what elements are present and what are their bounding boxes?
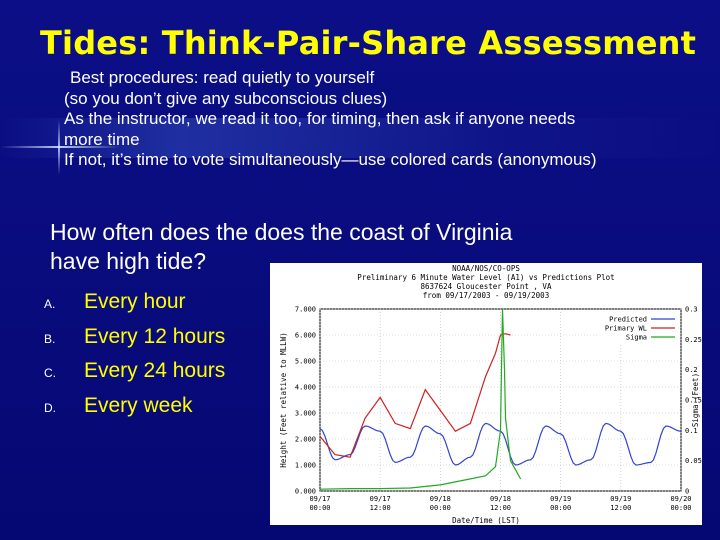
option-d[interactable]: D. Every week — [44, 394, 274, 429]
question-line: How often does the does the coast of Vir… — [50, 219, 513, 245]
x-tick-label: 00:00 — [670, 504, 691, 512]
option-a[interactable]: A. Every hour — [44, 290, 274, 325]
tide-chart: NOAA/NOS/CO-OPS Preliminary 6 Minute Wat… — [270, 263, 702, 525]
chart-title-line: Preliminary 6 Minute Water Level (A1) vs… — [357, 273, 614, 282]
y-tick-label: 6.000 — [295, 332, 316, 340]
decorative-light-band — [0, 118, 720, 158]
series-lines — [319, 308, 682, 490]
answer-options: A. Every hour B. Every 12 hours C. Every… — [44, 290, 274, 428]
x-tick-label: 12:00 — [610, 504, 631, 512]
chart-title-line: NOAA/NOS/CO-OPS — [452, 264, 520, 273]
note-line: more time — [64, 129, 140, 149]
legend-label: Predicted — [609, 316, 647, 324]
option-text: Every hour — [84, 290, 186, 313]
option-text: Every 24 hours — [84, 359, 226, 382]
y2-tick-label: 0.25 — [685, 336, 702, 344]
note-line: Best procedures: read quietly to yoursel… — [70, 68, 375, 87]
x-tick-label: 00:00 — [430, 504, 451, 512]
y-tick-label: 1.000 — [295, 462, 316, 470]
y-tick-label: 3.000 — [295, 410, 316, 418]
chart-title-line: 8637624 Gloucester Point , VA — [421, 282, 552, 291]
x-tick-label: 09/19 — [550, 495, 571, 503]
y2-tick-label: 0.05 — [685, 457, 702, 465]
x-tick-label: 00:00 — [550, 504, 571, 512]
y-tick-label: 7.000 — [295, 306, 316, 314]
x-axis-label: Date/Time (LST) — [452, 516, 520, 525]
legend-box — [599, 311, 679, 343]
x-tick-label: 09/20 — [670, 495, 691, 503]
x-tick-label: 09/18 — [430, 495, 451, 503]
question-line: have high tide? — [50, 248, 207, 274]
y-axis-ticks: 0.000 1.000 2.000 3.000 4.000 5.000 6.000 7.000 — [295, 306, 316, 496]
decorative-light-vline — [58, 120, 60, 175]
y-tick-label: 4.000 — [295, 384, 316, 392]
y-tick-label: 0.000 — [295, 488, 316, 496]
legend-label: Sigma — [626, 334, 647, 342]
legend-label: Primary WL — [605, 325, 647, 333]
y2-tick-label: 0.1 — [685, 427, 698, 435]
note-line: As the instructor, we read it too, for t… — [64, 109, 576, 128]
x-tick-label: 09/17 — [309, 495, 330, 503]
y2-tick-label: 0 — [685, 488, 689, 496]
y-tick-label: 5.000 — [295, 358, 316, 366]
option-text: Every 12 hours — [84, 324, 226, 348]
x-axis-ticks: 09/1700:0009/1712:0009/1800:0009/1812:00… — [309, 495, 691, 512]
y2-axis-ticks: 0 0.05 0.1 0.15 0.2 0.25 0.3 — [685, 306, 702, 496]
x-tick-label: 12:00 — [370, 504, 391, 512]
series-line — [319, 333, 511, 458]
question-text: How often does the does the coast of Vir… — [50, 218, 650, 276]
instructor-notes: Best procedures: read quietly to yoursel… — [64, 68, 710, 171]
y-axis-label: Height (Feet relative to MLLW) — [279, 332, 288, 467]
option-c[interactable]: C. Every 24 hours — [44, 359, 274, 394]
option-b[interactable]: B. Every 12 hours — [44, 325, 274, 360]
option-letter: A. — [44, 297, 56, 311]
x-tick-label: 09/18 — [490, 495, 511, 503]
option-text: Every week — [84, 393, 193, 417]
y-tick-label: 2.000 — [295, 436, 316, 444]
option-letter: B. — [44, 331, 56, 346]
option-letter: D. — [44, 400, 56, 415]
note-line: If not, it’s time to vote simultaneously… — [64, 150, 597, 169]
y2-tick-label: 0.3 — [685, 306, 698, 314]
tide-chart-svg: NOAA/NOS/CO-OPS Preliminary 6 Minute Wat… — [279, 264, 702, 525]
decorative-light-line — [0, 146, 120, 148]
option-letter: C. — [44, 366, 56, 380]
x-tick-label: 00:00 — [309, 504, 330, 512]
y2-tick-label: 0.15 — [685, 397, 702, 405]
slide-title: Tides: Think-Pair-Share Assessment — [40, 24, 697, 62]
x-tick-label: 09/17 — [370, 495, 391, 503]
x-tick-label: 12:00 — [490, 504, 511, 512]
series-line — [319, 308, 522, 490]
x-tick-label: 09/19 — [610, 495, 631, 503]
note-line: (so you don’t give any subconscious clue… — [64, 88, 388, 108]
y2-axis-label: Sigma (Feet) — [691, 373, 700, 427]
y2-tick-label: 0.2 — [685, 366, 698, 374]
chart-title-line: from 09/17/2003 - 09/19/2003 — [423, 291, 549, 300]
